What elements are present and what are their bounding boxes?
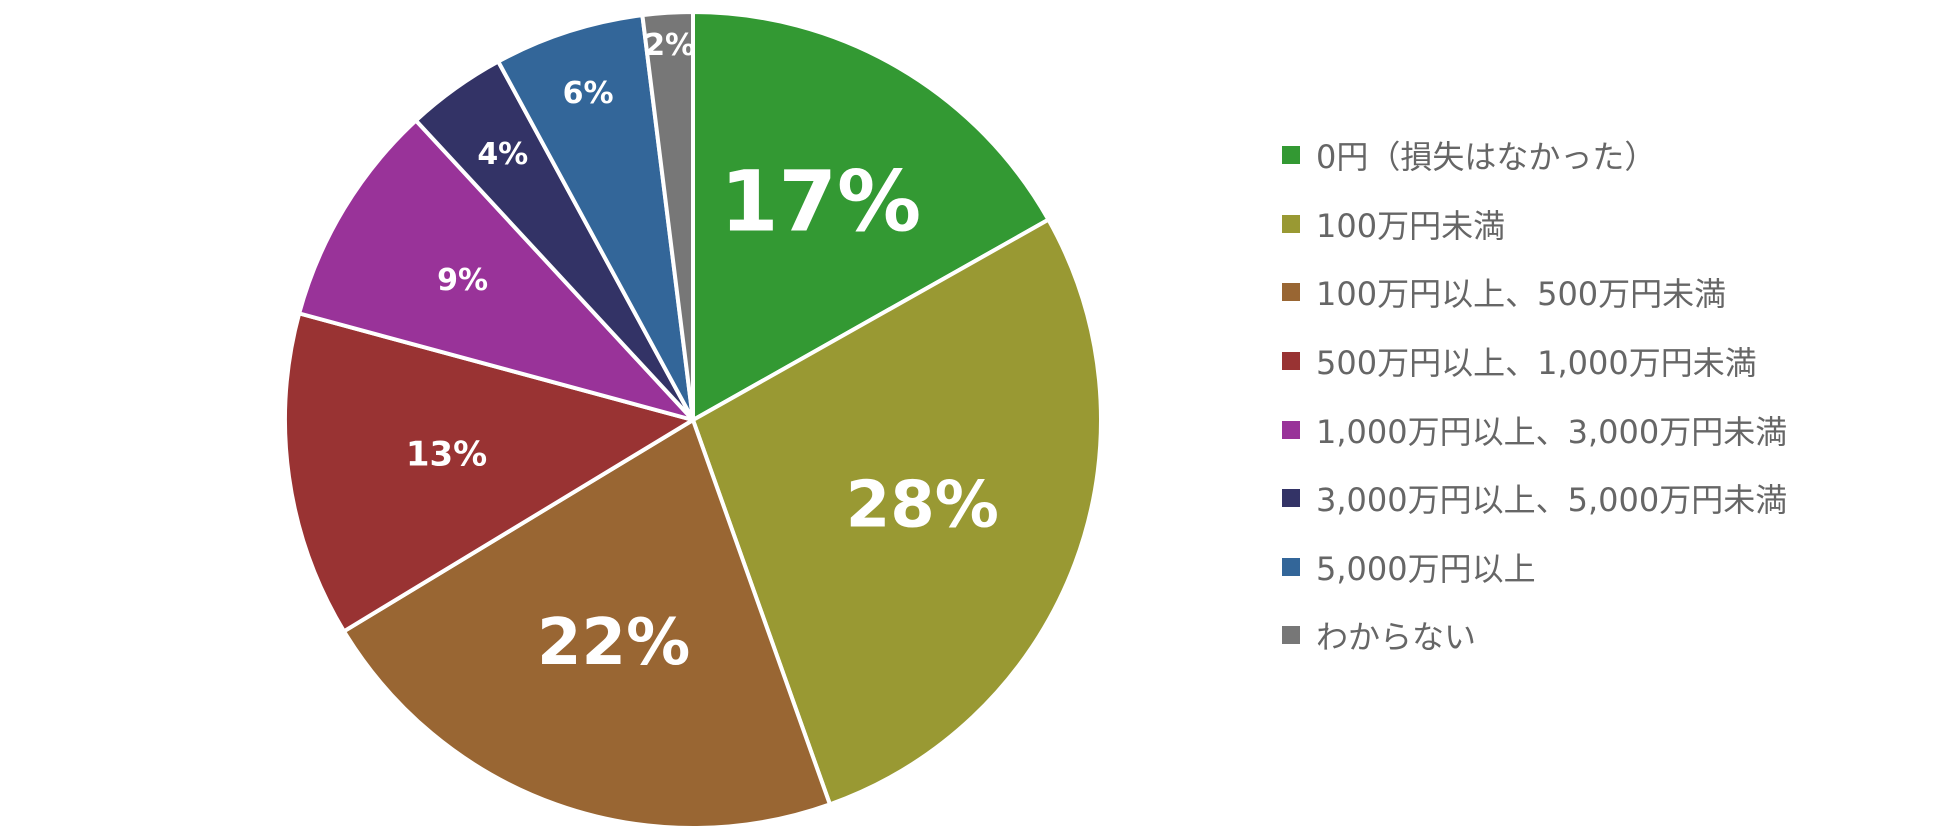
slice-data-label: 28% bbox=[846, 469, 999, 543]
legend-item: 500万円以上、1,000万円未満 bbox=[1282, 327, 1787, 396]
legend-item: 3,000万円以上、5,000万円未満 bbox=[1282, 464, 1787, 533]
legend-swatch bbox=[1282, 283, 1300, 302]
legend-label: 500万円以上、1,000万円未満 bbox=[1316, 344, 1757, 383]
chart-legend: 0円（損失はなかった） 100万円未満 100万円以上、500万円未満 500万円以上… bbox=[1282, 121, 1787, 670]
slice-data-label: 2% bbox=[644, 28, 695, 63]
legend-swatch bbox=[1282, 557, 1300, 576]
legend-swatch bbox=[1282, 489, 1300, 508]
legend-label: 3,000万円以上、5,000万円未満 bbox=[1316, 481, 1788, 520]
slice-data-label: 17% bbox=[720, 153, 921, 251]
legend-label: 100万円未満 bbox=[1316, 206, 1506, 245]
legend-label: 0円（損失はなかった） bbox=[1316, 138, 1657, 177]
slice-data-label: 6% bbox=[563, 76, 614, 111]
legend-swatch bbox=[1282, 420, 1300, 439]
legend-label: 100万円以上、500万円未満 bbox=[1316, 275, 1727, 314]
pie-slice bbox=[691, 217, 1103, 807]
legend-item: 1,000万円以上、3,000万円未満 bbox=[1282, 395, 1787, 464]
legend-item: 100万円以上、500万円未満 bbox=[1282, 258, 1787, 327]
slice-data-label: 4% bbox=[477, 137, 528, 172]
slice-data-label: 13% bbox=[406, 435, 487, 475]
pie-slice bbox=[640, 10, 695, 422]
legend-label: 5,000万円以上 bbox=[1316, 549, 1536, 588]
legend-swatch bbox=[1282, 214, 1300, 233]
legend-swatch bbox=[1282, 352, 1300, 371]
slice-data-label: 9% bbox=[437, 263, 488, 298]
legend-item: 5,000万円以上 bbox=[1282, 533, 1787, 602]
legend-item: 100万円未満 bbox=[1282, 190, 1787, 259]
pie-slice bbox=[496, 13, 695, 422]
legend-label: わからない bbox=[1316, 618, 1477, 657]
legend-label: 1,000万円以上、3,000万円未満 bbox=[1316, 412, 1788, 451]
legend-swatch bbox=[1282, 626, 1300, 645]
pie-slice bbox=[297, 118, 695, 422]
pie-slice bbox=[341, 418, 832, 830]
legend-swatch bbox=[1282, 146, 1300, 165]
legend-item: 0円（損失はなかった） bbox=[1282, 121, 1787, 190]
slice-data-label: 22% bbox=[537, 606, 690, 680]
legend-item: わからない bbox=[1282, 601, 1787, 670]
pie-slice bbox=[691, 10, 1051, 422]
